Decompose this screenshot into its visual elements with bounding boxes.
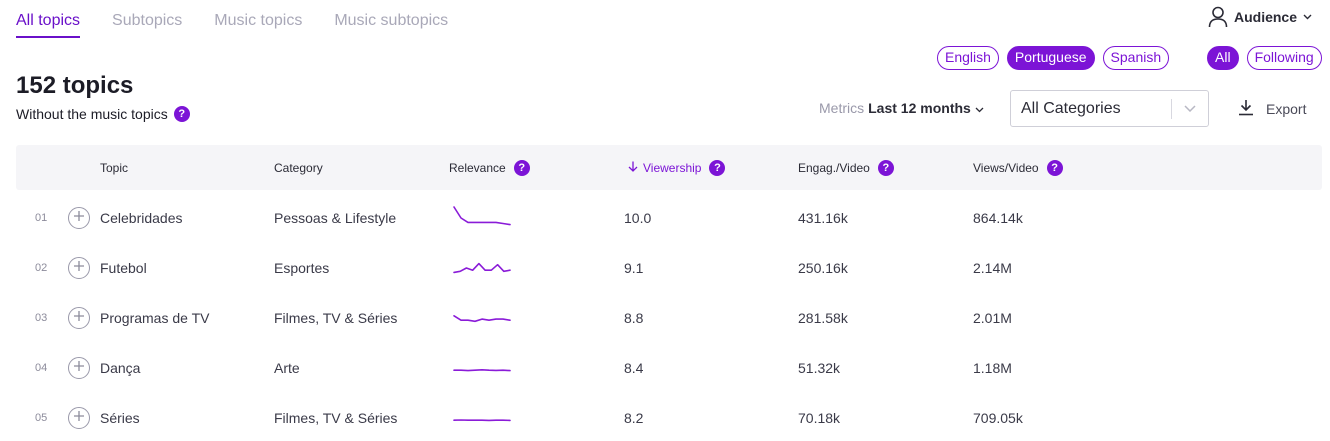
audience-label: Audience bbox=[1233, 9, 1297, 25]
topic-tabs: All topics Subtopics Music topics Music … bbox=[16, 12, 448, 38]
category-select-value: All Categories bbox=[1021, 99, 1121, 117]
table-header: Topic Category Relevance ? Viewership ? … bbox=[16, 145, 1322, 190]
row-category: Arte bbox=[274, 360, 300, 376]
row-views: 2.01M bbox=[973, 310, 1012, 326]
row-topic[interactable]: Futebol bbox=[100, 260, 147, 276]
row-rank: 05 bbox=[35, 412, 48, 424]
export-button[interactable]: Export bbox=[1238, 99, 1306, 119]
export-label: Export bbox=[1266, 101, 1307, 117]
column-category[interactable]: Category bbox=[274, 160, 323, 175]
metrics-label: Metrics bbox=[819, 100, 865, 116]
plus-icon bbox=[73, 309, 85, 327]
plus-icon bbox=[73, 259, 85, 277]
subtitle-text: Without the music topics bbox=[16, 106, 168, 122]
audience-menu[interactable]: Audience bbox=[1208, 6, 1312, 28]
row-engagement: 250.16k bbox=[798, 260, 848, 276]
help-icon[interactable]: ? bbox=[173, 106, 190, 122]
page-title: 152 topics bbox=[16, 72, 134, 99]
row-category: Filmes, TV & Séries bbox=[274, 310, 398, 326]
language-english[interactable]: English bbox=[937, 46, 999, 70]
relevance-sparkline bbox=[453, 262, 511, 274]
add-topic-button[interactable] bbox=[68, 307, 90, 329]
tab-all-topics[interactable]: All topics bbox=[16, 12, 81, 38]
row-views: 709.05k bbox=[973, 410, 1023, 426]
page-subtitle: Without the music topics ? bbox=[16, 106, 190, 122]
relevance-sparkline bbox=[453, 419, 511, 422]
column-topic[interactable]: Topic bbox=[100, 160, 129, 175]
metrics-period: Last 12 months bbox=[868, 100, 971, 116]
scope-filter: All Following bbox=[1207, 46, 1322, 70]
scope-all[interactable]: All bbox=[1207, 46, 1239, 70]
column-engagement[interactable]: Engag./Video ? bbox=[798, 145, 894, 190]
arrow-down-icon bbox=[628, 161, 638, 175]
column-views[interactable]: Views/Video ? bbox=[973, 145, 1063, 190]
table-row[interactable]: 02 Futebol Esportes 9.1 250.16k 2.14M bbox=[0, 243, 1330, 293]
row-views: 864.14k bbox=[973, 210, 1023, 226]
language-portuguese[interactable]: Portuguese bbox=[1006, 46, 1095, 70]
table-row[interactable]: 04 Dança Arte 8.4 51.32k 1.18M bbox=[0, 343, 1330, 393]
row-rank: 02 bbox=[35, 262, 48, 274]
row-viewership: 9.1 bbox=[624, 260, 644, 276]
plus-icon bbox=[73, 409, 85, 427]
row-viewership: 8.8 bbox=[624, 310, 644, 326]
category-select[interactable]: All Categories bbox=[1010, 90, 1209, 127]
row-views: 2.14M bbox=[973, 260, 1012, 276]
row-topic[interactable]: Dança bbox=[100, 360, 141, 376]
language-filter: English Portuguese Spanish bbox=[937, 46, 1170, 70]
table-row[interactable]: 05 Séries Filmes, TV & Séries 8.2 70.18k… bbox=[0, 393, 1330, 441]
row-viewership: 8.2 bbox=[624, 410, 644, 426]
row-rank: 04 bbox=[35, 362, 48, 374]
chevron-down-icon bbox=[975, 100, 984, 116]
add-topic-button[interactable] bbox=[68, 257, 90, 279]
column-viewership[interactable]: Viewership ? bbox=[628, 145, 726, 190]
help-icon[interactable]: ? bbox=[513, 159, 530, 176]
table-row[interactable]: 01 Celebridades Pessoas & Lifestyle 10.0… bbox=[0, 193, 1330, 243]
add-topic-button[interactable] bbox=[68, 207, 90, 229]
row-rank: 01 bbox=[35, 212, 48, 224]
row-engagement: 51.32k bbox=[798, 360, 841, 376]
row-engagement: 431.16k bbox=[798, 210, 848, 226]
metrics-period-dropdown[interactable]: Metrics Last 12 months bbox=[819, 100, 984, 116]
chevron-down-icon bbox=[1303, 14, 1312, 20]
language-spanish[interactable]: Spanish bbox=[1102, 46, 1170, 70]
relevance-sparkline bbox=[453, 368, 511, 372]
row-viewership: 10.0 bbox=[624, 210, 652, 226]
relevance-sparkline bbox=[453, 315, 511, 323]
row-engagement: 70.18k bbox=[798, 410, 841, 426]
row-views: 1.18M bbox=[973, 360, 1012, 376]
select-divider bbox=[1171, 98, 1172, 119]
table-row[interactable]: 03 Programas de TV Filmes, TV & Séries 8… bbox=[0, 293, 1330, 343]
row-topic[interactable]: Séries bbox=[100, 410, 140, 426]
plus-icon bbox=[73, 209, 85, 227]
tab-music-topics[interactable]: Music topics bbox=[214, 12, 303, 29]
column-relevance[interactable]: Relevance ? bbox=[449, 145, 530, 190]
tab-music-subtopics[interactable]: Music subtopics bbox=[334, 12, 449, 29]
row-rank: 03 bbox=[35, 312, 48, 324]
user-icon bbox=[1208, 6, 1228, 28]
help-icon[interactable]: ? bbox=[709, 159, 726, 176]
chevron-down-icon bbox=[1172, 105, 1208, 112]
add-topic-button[interactable] bbox=[68, 357, 90, 379]
plus-icon bbox=[73, 359, 85, 377]
download-icon bbox=[1238, 99, 1254, 119]
scope-following[interactable]: Following bbox=[1246, 46, 1322, 70]
row-topic[interactable]: Programas de TV bbox=[100, 310, 210, 326]
relevance-sparkline bbox=[453, 206, 511, 226]
row-category: Pessoas & Lifestyle bbox=[274, 210, 397, 226]
row-viewership: 8.4 bbox=[624, 360, 644, 376]
row-category: Esportes bbox=[274, 260, 330, 276]
row-topic[interactable]: Celebridades bbox=[100, 210, 183, 226]
help-icon[interactable]: ? bbox=[1046, 159, 1063, 176]
row-category: Filmes, TV & Séries bbox=[274, 410, 398, 426]
row-engagement: 281.58k bbox=[798, 310, 848, 326]
tab-subtopics[interactable]: Subtopics bbox=[112, 12, 183, 29]
add-topic-button[interactable] bbox=[68, 407, 90, 429]
help-icon[interactable]: ? bbox=[877, 159, 894, 176]
